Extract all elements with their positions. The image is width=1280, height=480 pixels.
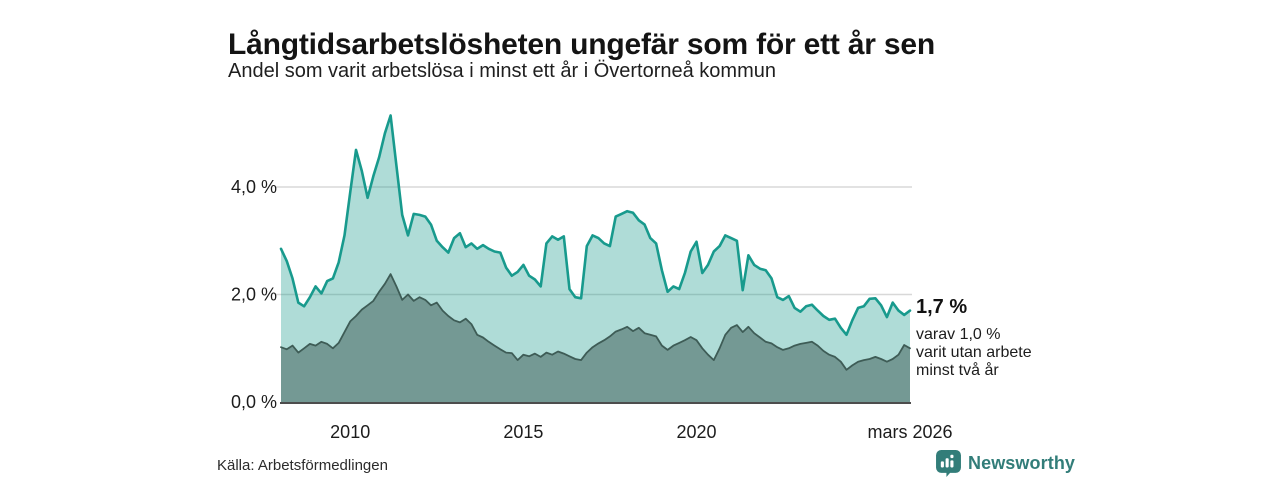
x-tick-label: 2010 bbox=[330, 422, 370, 442]
y-tick-label: 2,0 % bbox=[231, 285, 277, 305]
y-tick-label: 4,0 % bbox=[231, 177, 277, 197]
x-tick-label: mars 2026 bbox=[867, 422, 952, 442]
y-tick-label: 0,0 % bbox=[231, 392, 277, 412]
brand-logo: Newsworthy bbox=[936, 450, 1075, 477]
x-tick-label: 2020 bbox=[676, 422, 716, 442]
newsworthy-icon bbox=[936, 450, 961, 477]
annotation-line-2: varit utan arbete bbox=[916, 344, 1032, 361]
x-tick-label: 2015 bbox=[503, 422, 543, 442]
page-title: Långtidsarbetslösheten ungefär som för e… bbox=[228, 28, 936, 62]
brand-name: Newsworthy bbox=[968, 453, 1076, 473]
source-credit: Källa: Arbetsförmedlingen bbox=[217, 457, 388, 474]
latest-value-label: 1,7 % bbox=[916, 296, 968, 318]
annotation-line-1: varav 1,0 % bbox=[916, 326, 1001, 343]
series-total-line bbox=[279, 114, 912, 337]
latest-value-annotation: 1,7 % varav 1,0 % varit utan arbete mins… bbox=[916, 296, 1066, 380]
chart-subtitle: Andel som varit arbetslösa i minst ett å… bbox=[228, 60, 776, 82]
annotation-line-3: minst två år bbox=[916, 362, 999, 379]
series-two-years-line bbox=[280, 273, 911, 371]
